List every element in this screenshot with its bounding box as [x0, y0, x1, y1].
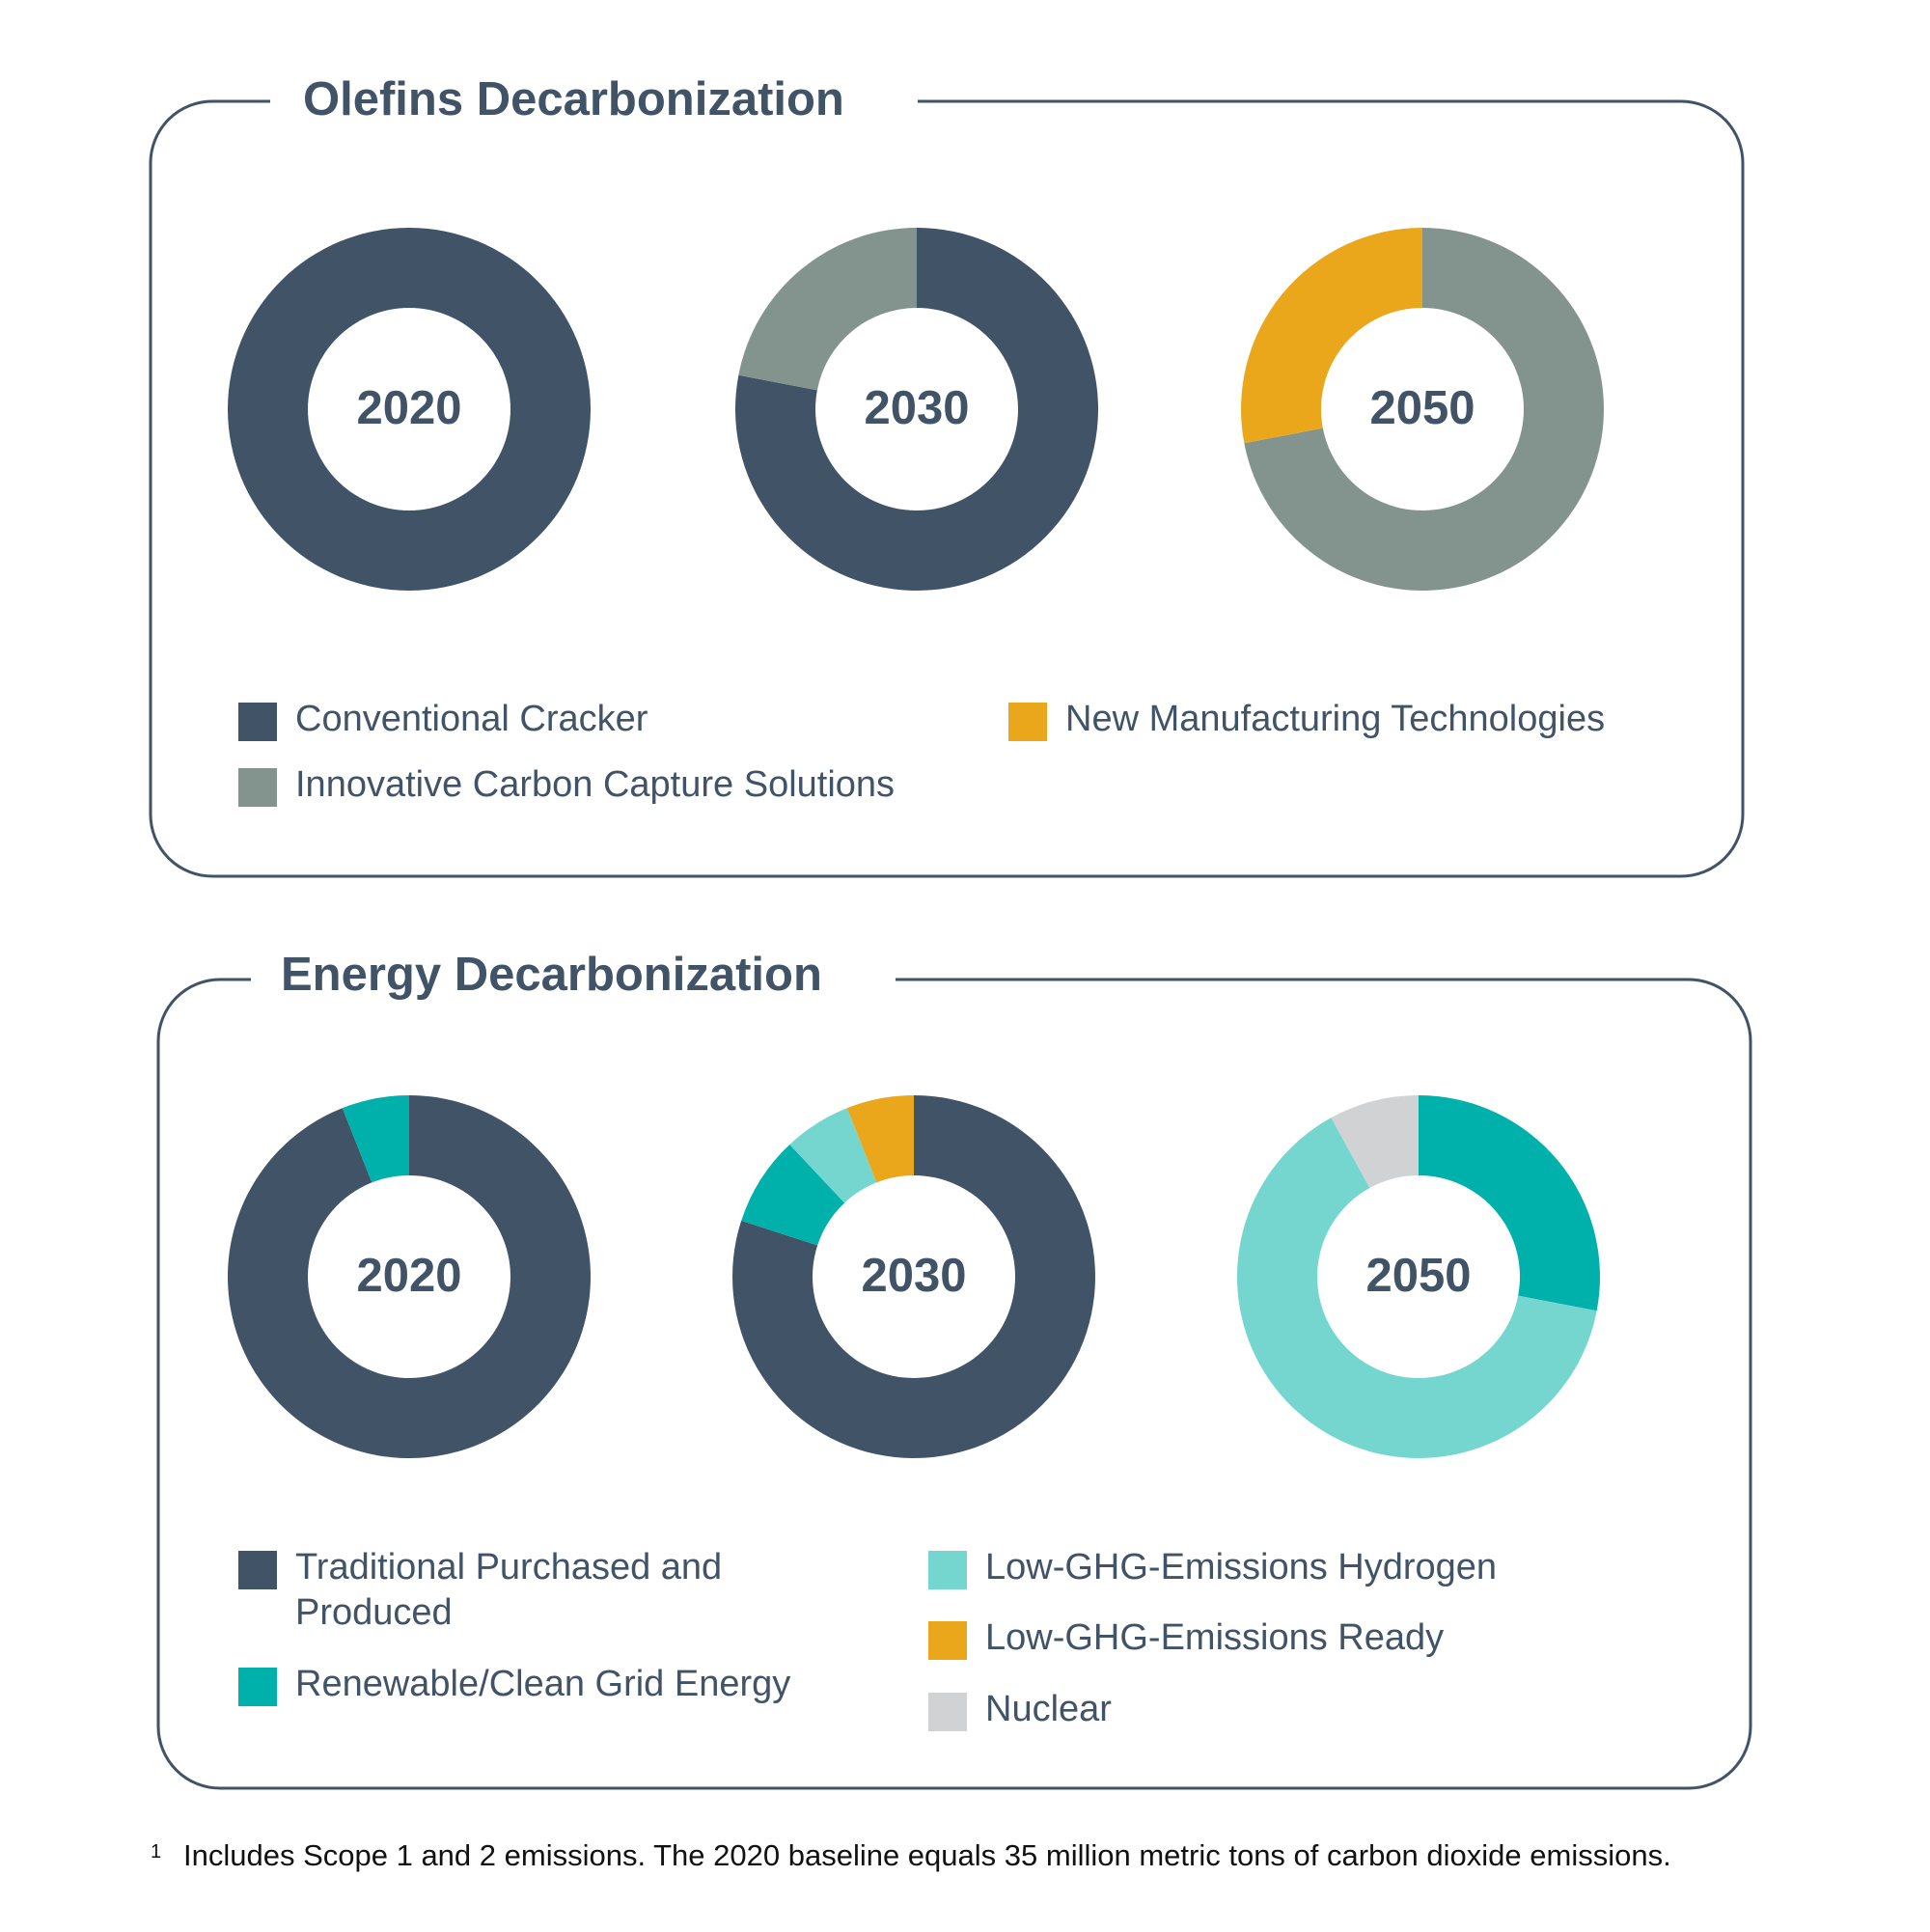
legend-swatch [1008, 703, 1047, 741]
legend-label: Low-GHG-Emissions Hydrogen [985, 1547, 1498, 1587]
legend-swatch [928, 1621, 967, 1660]
panel-title: Olefins Decarbonization [303, 73, 844, 125]
donut-year-label: 2050 [1365, 1250, 1471, 1302]
legend-swatch [238, 768, 277, 807]
donut-segment [342, 1095, 409, 1183]
donut-segment [738, 228, 917, 391]
legend-swatch [928, 1551, 967, 1589]
donut-segment [227, 1095, 591, 1459]
legend-label: Innovative Carbon Capture Solutions [295, 764, 896, 805]
legend-swatch [928, 1693, 967, 1731]
legend-label: Traditional Purchased and Produced [295, 1547, 723, 1633]
donut-segment [1244, 228, 1604, 591]
donut-year-label: 2030 [861, 1250, 966, 1302]
donut-segment [846, 1095, 914, 1183]
title-gap [270, 92, 918, 111]
panel-title: Energy Decarbonization [281, 949, 822, 1001]
donut-year-label: 2020 [356, 1250, 461, 1302]
footnote-text: Includes Scope 1 and 2 emissions. The 20… [183, 1838, 1671, 1872]
legend-swatch [238, 703, 277, 741]
donut-segment [1331, 1095, 1419, 1188]
donut-year-label: 2050 [1369, 382, 1475, 434]
donut-segment [735, 228, 1098, 591]
donut-year-label: 2020 [356, 382, 461, 434]
donut-segment [228, 228, 591, 591]
title-gap [251, 970, 896, 989]
donut-segment [741, 1144, 845, 1246]
legend-swatch [238, 1551, 277, 1589]
footnote-marker: 1 [151, 1841, 162, 1863]
donut-segment [1419, 1095, 1600, 1311]
panel-border [149, 99, 1745, 878]
legend-label: Renewable/Clean Grid Energy [295, 1664, 791, 1704]
legend-swatch [238, 1668, 277, 1706]
donut-segment [1237, 1118, 1597, 1458]
legend-label: New Manufacturing Technologies [1065, 699, 1606, 739]
donut-segment [789, 1108, 877, 1203]
legend-label: Nuclear [985, 1689, 1112, 1729]
legend-label: Conventional Cracker [295, 699, 648, 739]
donut-year-label: 2030 [864, 382, 969, 434]
donut-segment [731, 1095, 1095, 1458]
panel-border [156, 978, 1752, 1790]
legend-label: Low-GHG-Emissions Ready [985, 1617, 1445, 1658]
donut-segment [1240, 228, 1422, 444]
